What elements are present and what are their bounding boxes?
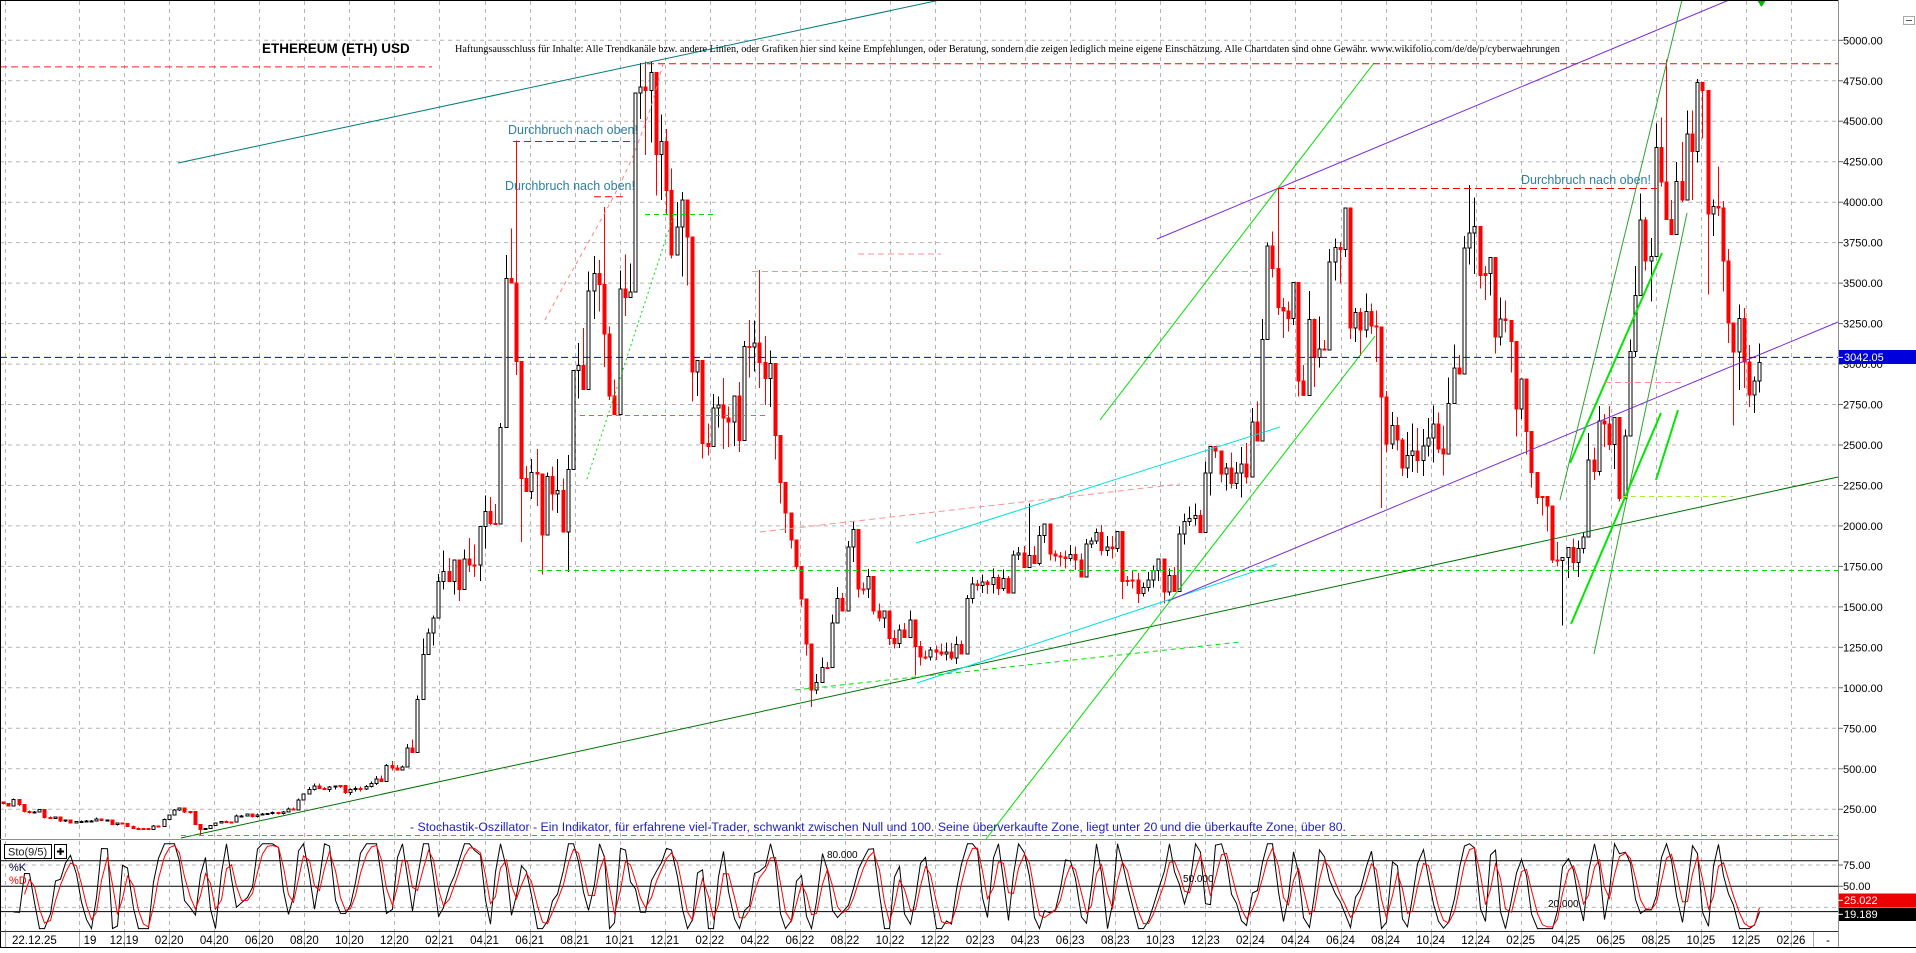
svg-text:19: 19 <box>84 935 97 947</box>
svg-text:1500.00: 1500.00 <box>1843 602 1883 614</box>
svg-text:10.23: 10.23 <box>1146 935 1175 947</box>
svg-text:Haftungsausschluss für Inhalte: Haftungsausschluss für Inhalte: Alle Tre… <box>455 44 1560 55</box>
svg-text:19.189: 19.189 <box>1844 909 1878 921</box>
svg-text:3042.05: 3042.05 <box>1844 352 1884 364</box>
svg-text:12.21: 12.21 <box>650 935 679 947</box>
svg-text:2000.00: 2000.00 <box>1843 521 1883 533</box>
svg-text:04.24: 04.24 <box>1281 935 1310 947</box>
svg-text:02.20: 02.20 <box>155 935 184 947</box>
svg-text:10.22: 10.22 <box>876 935 905 947</box>
svg-text:12.19: 12.19 <box>110 935 139 947</box>
svg-text:Durchbruch nach oben!: Durchbruch nach oben! <box>1521 173 1651 187</box>
svg-text:50.000: 50.000 <box>1183 874 1214 885</box>
svg-text:1750.00: 1750.00 <box>1843 561 1883 573</box>
svg-text:08.20: 08.20 <box>290 935 319 947</box>
svg-text:04.25: 04.25 <box>1551 935 1580 947</box>
svg-text:06.25: 06.25 <box>1596 935 1625 947</box>
svg-text:12.23: 12.23 <box>1191 935 1220 947</box>
svg-text:12.22: 12.22 <box>921 935 950 947</box>
svg-text:06.23: 06.23 <box>1056 935 1085 947</box>
svg-text:12.24: 12.24 <box>1461 935 1490 947</box>
svg-text:5000.00: 5000.00 <box>1843 35 1883 47</box>
svg-text:4750.00: 4750.00 <box>1843 76 1883 88</box>
svg-text:50.00: 50.00 <box>1843 881 1871 893</box>
svg-text:22.12.25: 22.12.25 <box>12 935 57 947</box>
svg-text:Durchbruch nach oben!: Durchbruch nach oben! <box>508 123 638 137</box>
svg-text:-: - <box>1826 935 1830 947</box>
svg-text:1250.00: 1250.00 <box>1843 642 1883 654</box>
svg-text:3750.00: 3750.00 <box>1843 238 1883 250</box>
svg-text:4500.00: 4500.00 <box>1843 116 1883 128</box>
svg-text:750.00: 750.00 <box>1843 723 1877 735</box>
svg-text:3500.00: 3500.00 <box>1843 278 1883 290</box>
svg-text:04.22: 04.22 <box>740 935 769 947</box>
svg-text:08.21: 08.21 <box>560 935 589 947</box>
svg-text:- Stochastik-Oszillator - Ein: - Stochastik-Oszillator - Ein Indikator,… <box>410 820 1346 834</box>
svg-text:02.21: 02.21 <box>425 935 454 947</box>
svg-text:ETHEREUM (ETH) USD: ETHEREUM (ETH) USD <box>262 41 410 56</box>
svg-text:250.00: 250.00 <box>1843 804 1877 816</box>
svg-text:02.22: 02.22 <box>695 935 724 947</box>
svg-text:2500.00: 2500.00 <box>1843 440 1883 452</box>
svg-text:02.26: 02.26 <box>1777 935 1806 947</box>
svg-text:04.20: 04.20 <box>200 935 229 947</box>
svg-text:500.00: 500.00 <box>1843 764 1877 776</box>
svg-text:3250.00: 3250.00 <box>1843 319 1883 331</box>
svg-text:04.21: 04.21 <box>470 935 499 947</box>
svg-text:%K: %K <box>9 862 27 874</box>
svg-text:08.24: 08.24 <box>1371 935 1400 947</box>
svg-text:08.25: 08.25 <box>1641 935 1670 947</box>
svg-text:12.25: 12.25 <box>1732 935 1761 947</box>
svg-text:75.00: 75.00 <box>1843 860 1871 872</box>
svg-text:2250.00: 2250.00 <box>1843 480 1883 492</box>
svg-text:Durchbruch nach oben!: Durchbruch nach oben! <box>505 179 635 193</box>
svg-text:06.21: 06.21 <box>515 935 544 947</box>
svg-text:12.20: 12.20 <box>380 935 409 947</box>
svg-text:06.24: 06.24 <box>1326 935 1355 947</box>
svg-text:10.25: 10.25 <box>1687 935 1716 947</box>
svg-text:2750.00: 2750.00 <box>1843 400 1883 412</box>
svg-text:02.23: 02.23 <box>966 935 995 947</box>
svg-text:02.25: 02.25 <box>1506 935 1535 947</box>
svg-text:10.24: 10.24 <box>1416 935 1445 947</box>
svg-text:Sto(9/5): Sto(9/5) <box>8 847 47 859</box>
svg-text:10.21: 10.21 <box>605 935 634 947</box>
svg-text:06.20: 06.20 <box>245 935 274 947</box>
svg-text:06.22: 06.22 <box>786 935 815 947</box>
svg-text:%D: %D <box>9 875 27 887</box>
svg-text:20.000: 20.000 <box>1548 899 1579 910</box>
svg-text:80.000: 80.000 <box>827 850 858 861</box>
svg-text:08.22: 08.22 <box>831 935 860 947</box>
svg-text:04.23: 04.23 <box>1011 935 1040 947</box>
svg-text:10.20: 10.20 <box>335 935 364 947</box>
svg-text:1000.00: 1000.00 <box>1843 683 1883 695</box>
svg-text:25.022: 25.022 <box>1844 895 1878 907</box>
svg-text:02.24: 02.24 <box>1236 935 1265 947</box>
svg-text:08.23: 08.23 <box>1101 935 1130 947</box>
svg-text:4000.00: 4000.00 <box>1843 197 1883 209</box>
svg-text:4250.00: 4250.00 <box>1843 157 1883 169</box>
